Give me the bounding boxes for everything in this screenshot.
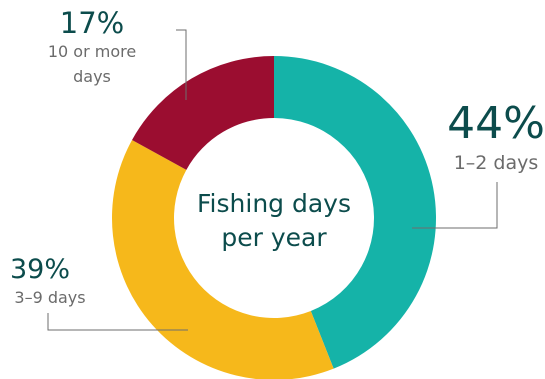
center-title-line-1: Fishing days — [197, 189, 351, 218]
slice-2-percent-label: 39% — [10, 254, 70, 285]
slice-2-category-label: 3–9 days — [14, 288, 85, 307]
slice-3-category-label-line-2: days — [73, 67, 111, 86]
slice-3-leader-line — [176, 29, 187, 100]
slice-1-leader-line — [412, 182, 498, 229]
slice-1-category-label: 1–2 days — [454, 152, 539, 174]
donut-slice-2 — [112, 139, 334, 379]
donut-slice-1 — [274, 56, 437, 369]
donut-slice-3 — [132, 56, 274, 170]
donut-slices — [112, 56, 437, 379]
slice-3-percent-label: 17% — [60, 6, 124, 40]
slice-1-percent-label: 44% — [447, 98, 545, 149]
slice-3-category-label-line-1: 10 or more — [48, 42, 136, 61]
center-title-line-2: per year — [221, 223, 327, 252]
slice-2-leader-line — [47, 313, 188, 331]
